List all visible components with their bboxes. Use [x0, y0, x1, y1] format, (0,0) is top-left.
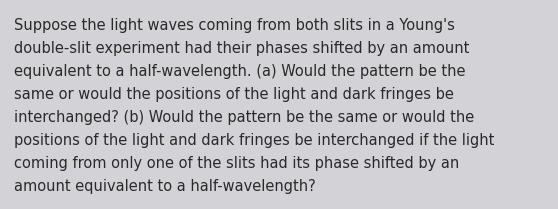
Text: Suppose the light waves coming from both slits in a Young's: Suppose the light waves coming from both…	[14, 18, 455, 33]
Text: double-slit experiment had their phases shifted by an amount: double-slit experiment had their phases …	[14, 41, 469, 56]
Text: coming from only one of the slits had its phase shifted by an: coming from only one of the slits had it…	[14, 156, 459, 171]
Text: interchanged? (b) Would the pattern be the same or would the: interchanged? (b) Would the pattern be t…	[14, 110, 474, 125]
Text: positions of the light and dark fringes be interchanged if the light: positions of the light and dark fringes …	[14, 133, 494, 148]
Text: same or would the positions of the light and dark fringes be: same or would the positions of the light…	[14, 87, 454, 102]
Text: amount equivalent to a half-wavelength?: amount equivalent to a half-wavelength?	[14, 179, 316, 194]
Text: equivalent to a half-wavelength. (a) Would the pattern be the: equivalent to a half-wavelength. (a) Wou…	[14, 64, 465, 79]
